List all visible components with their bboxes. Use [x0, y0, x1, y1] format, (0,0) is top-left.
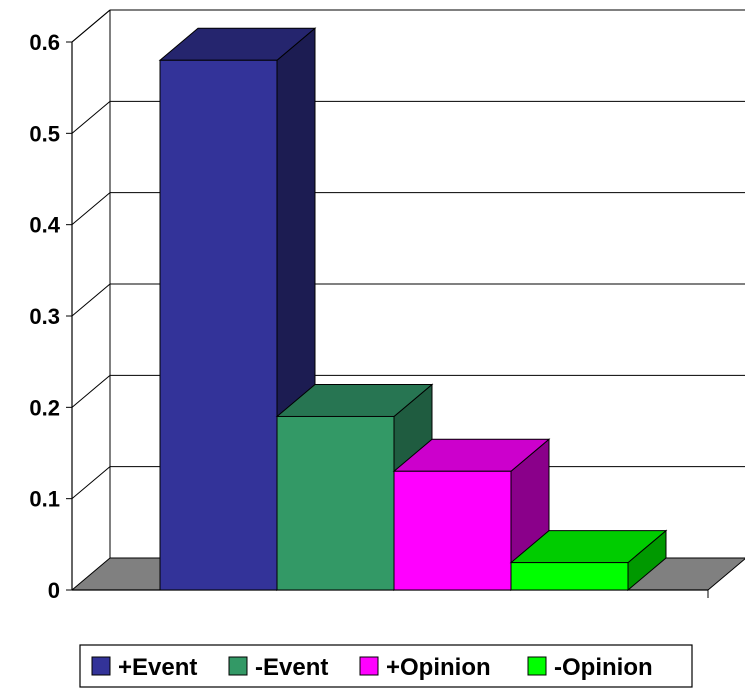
gridline-side	[71, 100, 111, 134]
legend: +Event -Event +Opinion -Opinion	[79, 644, 693, 688]
legend-swatch	[228, 656, 248, 676]
bar-2	[392, 438, 551, 592]
legend-swatch	[91, 656, 111, 676]
bar-front-face	[510, 562, 629, 591]
legend-label: -Event	[255, 654, 328, 681]
y-tick-label: 0	[48, 578, 60, 603]
gridline-side	[71, 466, 111, 500]
y-tick-label: 0.3	[29, 304, 60, 329]
gridline-side	[71, 374, 111, 408]
y-tick-label: 0.2	[29, 395, 60, 420]
legend-swatch	[527, 656, 547, 676]
legend-swatch	[359, 656, 379, 676]
bar-front-face	[393, 470, 512, 591]
gridline-side	[71, 192, 111, 226]
y-tick-label: 0.5	[29, 121, 60, 146]
bar-front-face	[276, 415, 395, 591]
y-tick-label: 0.4	[29, 213, 60, 238]
side-wall-top	[71, 9, 111, 43]
y-axis-ticks: 0 0.1 0.2 0.3 0.4 0.5 0.6	[29, 30, 60, 603]
bars	[158, 27, 668, 592]
legend-box	[79, 644, 693, 688]
bar-3	[509, 529, 668, 592]
bar-front-face	[159, 59, 278, 591]
gridline-side	[71, 283, 111, 317]
legend-label: +Opinion	[386, 654, 491, 681]
y-tick-label: 0.6	[29, 30, 60, 55]
y-tick-label: 0.1	[29, 487, 60, 512]
legend-label: +Event	[118, 654, 197, 681]
bar-0	[158, 27, 317, 592]
legend-label: -Opinion	[554, 654, 653, 681]
